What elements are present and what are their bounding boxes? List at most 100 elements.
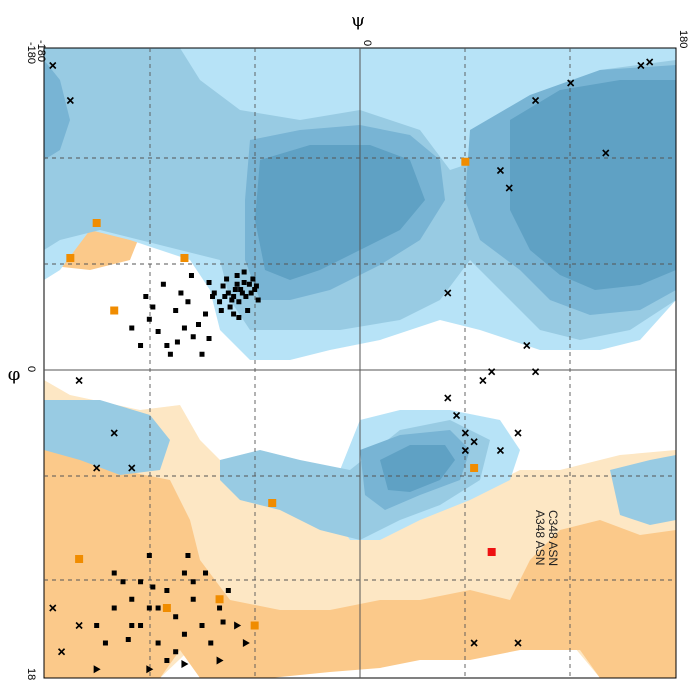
point-cross-27 bbox=[637, 61, 645, 70]
x-tick-label-1: -180 bbox=[35, 40, 47, 62]
point-square-22 bbox=[229, 297, 235, 303]
point-square-13 bbox=[255, 297, 261, 303]
point-cross-19 bbox=[461, 446, 469, 455]
point-cross-29 bbox=[444, 289, 452, 297]
point-square-72 bbox=[190, 579, 196, 585]
point-square-53 bbox=[181, 570, 187, 576]
grid-lines bbox=[44, 48, 676, 678]
point-triangle-2 bbox=[146, 665, 154, 674]
favored-region-left-blue bbox=[44, 60, 70, 160]
point-square-51 bbox=[164, 588, 170, 593]
point-glycine-square-4 bbox=[268, 499, 277, 507]
point-square-14 bbox=[245, 308, 251, 313]
allowed-region-dark-orange bbox=[44, 440, 676, 678]
point-square-30 bbox=[181, 325, 187, 331]
point-glycine-square-2 bbox=[110, 306, 119, 315]
point-triangle-0 bbox=[234, 621, 242, 630]
point-square-7 bbox=[241, 280, 247, 285]
outlier-label-a348: A348 ASN bbox=[533, 510, 547, 565]
point-square-1 bbox=[231, 294, 237, 299]
point-square-28 bbox=[253, 283, 259, 289]
point-square-50 bbox=[146, 605, 152, 611]
point-square-4 bbox=[243, 294, 249, 299]
point-square-61 bbox=[199, 623, 205, 628]
point-glycine-square-8 bbox=[75, 555, 84, 563]
point-square-37 bbox=[185, 299, 191, 305]
point-square-45 bbox=[160, 281, 166, 287]
point-square-9 bbox=[227, 304, 233, 310]
point-square-52 bbox=[129, 623, 135, 628]
point-square-70 bbox=[155, 605, 161, 611]
point-square-55 bbox=[155, 640, 161, 646]
point-square-73 bbox=[173, 649, 179, 655]
point-glycine-square-6 bbox=[215, 595, 224, 604]
point-square-57 bbox=[111, 605, 117, 611]
point-cross-11 bbox=[444, 394, 452, 402]
point-square-34 bbox=[173, 308, 179, 313]
point-square-31 bbox=[164, 343, 170, 348]
point-square-60 bbox=[217, 605, 223, 611]
point-cross-28 bbox=[646, 58, 654, 66]
y-tick-label-2: 0 bbox=[25, 366, 37, 372]
x-tick-label-2: 0 bbox=[361, 40, 373, 46]
point-square-32 bbox=[190, 334, 196, 340]
lower-left-blue bbox=[44, 400, 170, 475]
point-square-44 bbox=[203, 311, 209, 317]
point-square-38 bbox=[138, 343, 144, 348]
point-glycine-square-0 bbox=[66, 254, 75, 262]
point-cross-17 bbox=[523, 341, 531, 350]
point-glycine-square-9 bbox=[461, 157, 470, 166]
point-square-62 bbox=[225, 588, 231, 593]
point-square-27 bbox=[210, 294, 216, 299]
point-glycine-square-5 bbox=[250, 621, 259, 630]
point-cross-4 bbox=[110, 429, 118, 437]
point-square-21 bbox=[232, 287, 238, 292]
point-square-78 bbox=[220, 619, 226, 625]
point-cross-7 bbox=[49, 61, 57, 70]
point-square-6 bbox=[248, 290, 254, 296]
point-square-10 bbox=[252, 287, 258, 292]
contour-regions bbox=[44, 48, 676, 678]
point-glycine-square-10 bbox=[470, 464, 479, 472]
point-square-12 bbox=[211, 290, 217, 296]
point-square-59 bbox=[120, 579, 126, 585]
point-square-76 bbox=[150, 584, 156, 590]
point-triangle-3 bbox=[242, 639, 250, 647]
point-square-41 bbox=[195, 322, 201, 327]
point-square-35 bbox=[199, 351, 205, 357]
point-cross-0 bbox=[49, 604, 57, 612]
point-square-26 bbox=[241, 269, 247, 275]
lower-right-blue bbox=[610, 455, 676, 525]
point-square-74 bbox=[203, 570, 209, 576]
point-square-24 bbox=[222, 294, 228, 299]
point-cross-3 bbox=[128, 464, 136, 472]
x-tick-label-3: 180 bbox=[677, 30, 688, 48]
point-square-3 bbox=[234, 281, 240, 287]
favored-region-dark-blue bbox=[255, 145, 425, 280]
point-outlier-0 bbox=[487, 548, 496, 556]
y-tick-label-1: -180 bbox=[25, 42, 37, 64]
point-cross-21 bbox=[514, 639, 522, 647]
point-square-19 bbox=[206, 280, 212, 285]
point-square-20 bbox=[239, 290, 245, 296]
point-glycine-square-3 bbox=[180, 254, 189, 262]
point-cross-9 bbox=[461, 429, 469, 437]
point-square-43 bbox=[150, 304, 156, 310]
y-tick-label-3: 18 bbox=[25, 668, 37, 680]
favored-region-dark-blue-right bbox=[510, 80, 676, 290]
point-square-54 bbox=[138, 579, 144, 585]
point-triangle-4 bbox=[93, 665, 101, 674]
point-square-79 bbox=[185, 553, 191, 558]
point-cross-16 bbox=[514, 429, 522, 437]
point-square-29 bbox=[236, 315, 242, 320]
point-cross-8 bbox=[66, 96, 74, 105]
point-square-67 bbox=[181, 631, 187, 637]
point-glycine-square-1 bbox=[92, 219, 101, 227]
point-square-18 bbox=[231, 311, 237, 317]
point-square-46 bbox=[188, 273, 194, 278]
point-square-71 bbox=[138, 623, 144, 628]
point-glycine-square-7 bbox=[162, 604, 171, 612]
left-helix-region-darkest-blue bbox=[380, 445, 455, 492]
point-square-8 bbox=[220, 283, 226, 289]
